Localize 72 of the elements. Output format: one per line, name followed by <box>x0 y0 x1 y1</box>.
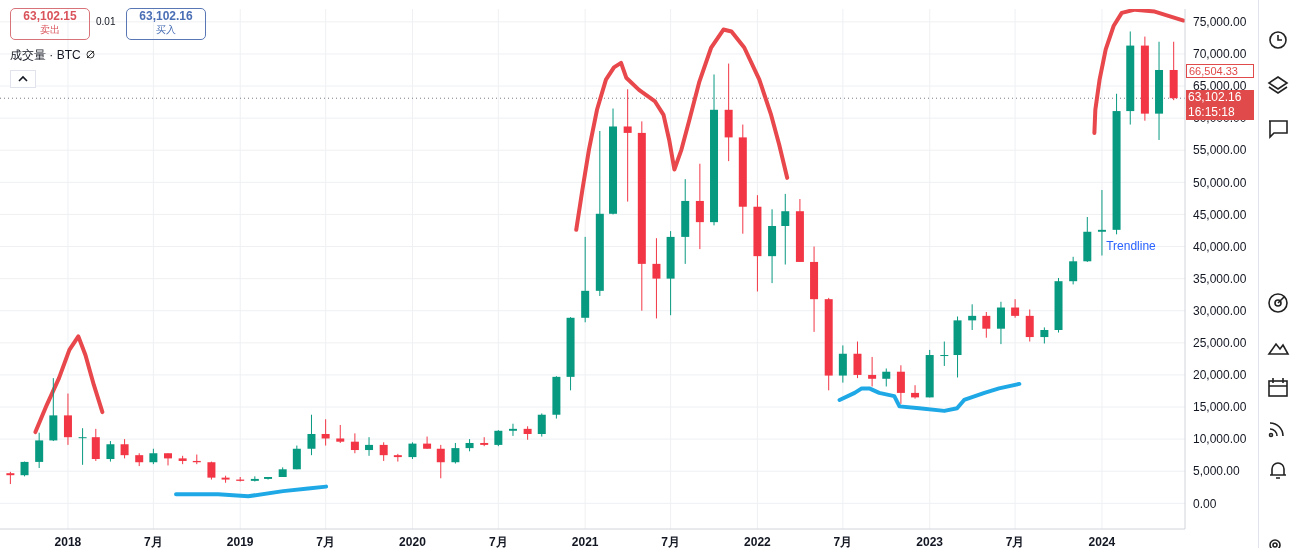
line-series <box>574 27 790 232</box>
line-series <box>33 334 105 435</box>
y-tick-label: 45,000.00 <box>1193 207 1247 222</box>
candlestick <box>63 393 72 446</box>
y-tick-label: 75,000.00 <box>1193 15 1247 30</box>
candlestick <box>350 432 359 454</box>
annotation: 0.01 <box>96 16 116 27</box>
x-tick-label: 7月 <box>833 534 853 548</box>
x-tick-label: 2024 <box>1088 534 1116 548</box>
candlestick <box>436 444 445 479</box>
line-series <box>174 484 329 499</box>
candlestick <box>307 414 316 456</box>
line-series <box>1092 9 1185 135</box>
x-tick-label: 2023 <box>916 534 944 548</box>
annotation: 63,102.15 <box>22 9 78 23</box>
y-tick-label: 0.00 <box>1193 496 1217 511</box>
y-tick-label: 40,000.00 <box>1193 239 1247 254</box>
y-tick-label: 20,000.00 <box>1193 368 1247 383</box>
y-tick-label: 30,000.00 <box>1193 303 1247 318</box>
candlestick <box>1097 189 1106 257</box>
annotation: 买入 <box>155 23 177 37</box>
candlestick <box>508 423 517 437</box>
y-tick-label: 35,000.00 <box>1193 271 1247 286</box>
x-tick-label: 7月 <box>489 534 508 548</box>
y-tick-label: 10,000.00 <box>1193 432 1247 447</box>
line-series <box>837 381 1022 413</box>
candlestick <box>940 341 949 367</box>
candlestick <box>853 341 862 379</box>
candlestick <box>838 344 847 384</box>
text: 66,504.33 <box>1186 64 1254 79</box>
candlestick <box>868 356 877 387</box>
x-tick-label: 2018 <box>54 534 82 548</box>
candlestick <box>106 440 115 463</box>
candlestick <box>896 364 905 405</box>
candlestick <box>1069 256 1078 285</box>
candlestick <box>120 438 129 459</box>
text: 16:15:18 <box>1188 105 1236 120</box>
candlestick <box>1025 308 1034 343</box>
candlestick <box>652 237 661 319</box>
candlestick <box>537 412 546 438</box>
candlestick <box>78 427 87 466</box>
candlestick <box>996 301 1005 345</box>
candlestick <box>379 441 388 462</box>
y-tick-label: 25,000.00 <box>1193 336 1247 351</box>
y-tick-label: 15,000.00 <box>1193 400 1247 415</box>
annotation: 63,102.16 <box>138 9 194 23</box>
y-tick-label: 5,000.00 <box>1193 464 1241 479</box>
candlestick <box>164 452 173 466</box>
y-tick-label: 50,000.00 <box>1193 175 1247 190</box>
x-tick-label: 7月 <box>144 534 163 548</box>
x-tick-label: 2020 <box>399 534 427 548</box>
annotation: Trendline <box>1106 238 1156 253</box>
candlestick <box>423 436 432 450</box>
candlestick <box>451 442 460 465</box>
candlestick <box>982 311 991 339</box>
x-tick-label: 2021 <box>571 534 599 548</box>
y-tick-label: 70,000.00 <box>1193 47 1247 62</box>
x-tick-label: 7月 <box>661 534 680 548</box>
annotation: 卖出 <box>39 23 61 37</box>
annotation: 成交量 · BTC <box>10 47 81 64</box>
candlestick <box>91 428 100 462</box>
candlestick <box>35 432 44 469</box>
x-tick-label: 2022 <box>744 534 772 548</box>
y-tick-label: 55,000.00 <box>1193 143 1247 158</box>
x-tick-label: 7月 <box>1005 534 1025 548</box>
candlestick <box>781 193 790 266</box>
candlestick <box>695 163 704 250</box>
x-tick-label: 2019 <box>226 534 254 548</box>
candlestick <box>623 88 632 203</box>
candlestick <box>1011 298 1020 319</box>
x-tick-label: 7月 <box>316 534 335 548</box>
candlestick <box>365 436 374 457</box>
